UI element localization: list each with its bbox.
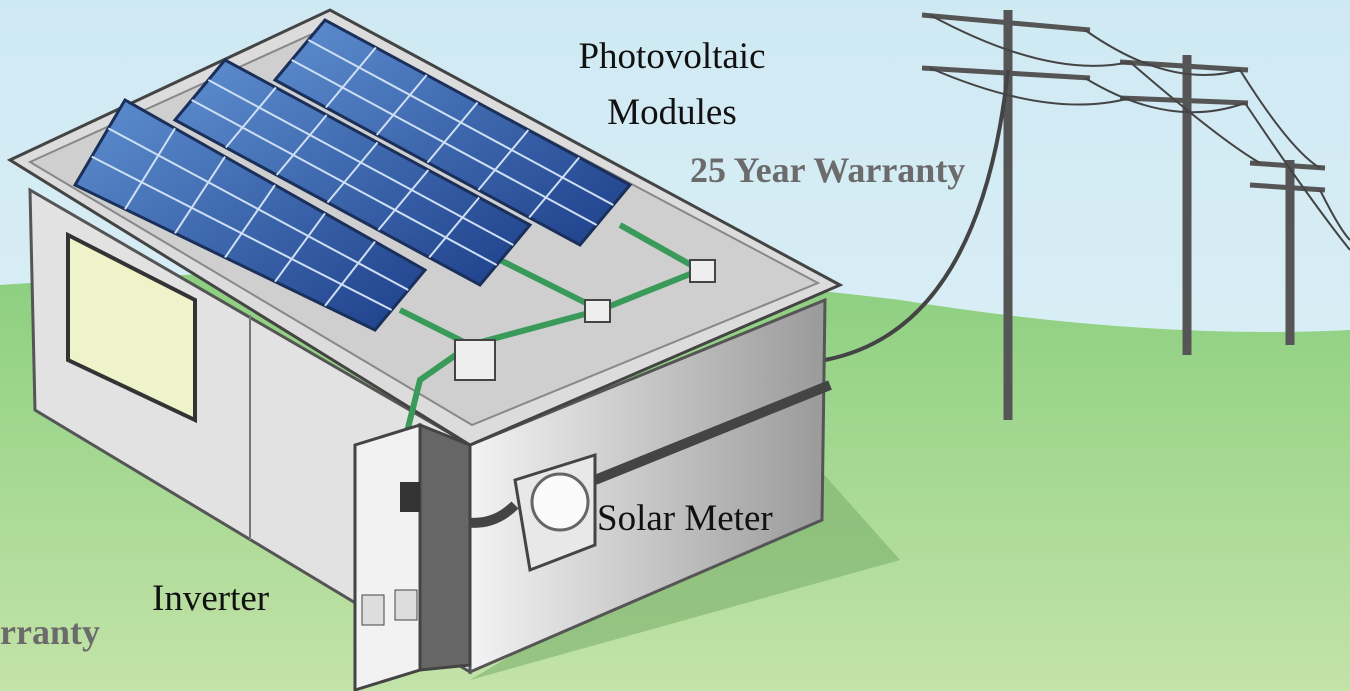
panel-grid: [274, 212, 326, 283]
inverter-label: Inverter: [152, 578, 269, 619]
cable: [593, 380, 832, 485]
junction-box: [689, 259, 716, 283]
panel-grid: [174, 156, 226, 234]
junction-box: [454, 339, 496, 381]
panel-grid: [426, 101, 479, 164]
panel-grid: [377, 169, 430, 231]
panel-grid: [91, 155, 393, 311]
meter-dial: [530, 472, 590, 532]
panel-grid: [375, 74, 428, 136]
panel-grid: [224, 184, 276, 259]
panel-grid: [207, 79, 514, 246]
panel-grid: [225, 86, 277, 149]
window: [66, 231, 197, 424]
panel-grid: [428, 196, 480, 259]
modules-warranty: 25 Year Warranty: [690, 150, 965, 190]
inverter-display: [400, 482, 420, 512]
wires: [824, 14, 1350, 362]
panel-grid: [124, 127, 176, 210]
modules-label: Modules: [607, 92, 737, 133]
panel-grid: [528, 156, 580, 219]
panels: [72, 18, 633, 332]
panel-grid: [324, 241, 376, 307]
inverter-side: [418, 422, 472, 672]
meter-label: Solar Meter: [597, 498, 773, 539]
panel-grid: [307, 39, 614, 206]
panel-grid: [291, 59, 598, 226]
panel-grid: [191, 99, 498, 266]
panel-grid: [275, 114, 328, 176]
inverter-front: [353, 422, 422, 691]
modules-label: Photovoltaic: [578, 36, 765, 77]
inverter-warranty: rranty: [0, 612, 100, 652]
panel-grid: [477, 129, 530, 191]
junction-box: [584, 299, 611, 323]
panel-grid: [325, 46, 377, 109]
inverter-vent: [394, 589, 418, 621]
panel-grid: [326, 141, 379, 204]
panel-grid: [107, 127, 409, 291]
inverter-vent: [361, 594, 385, 626]
